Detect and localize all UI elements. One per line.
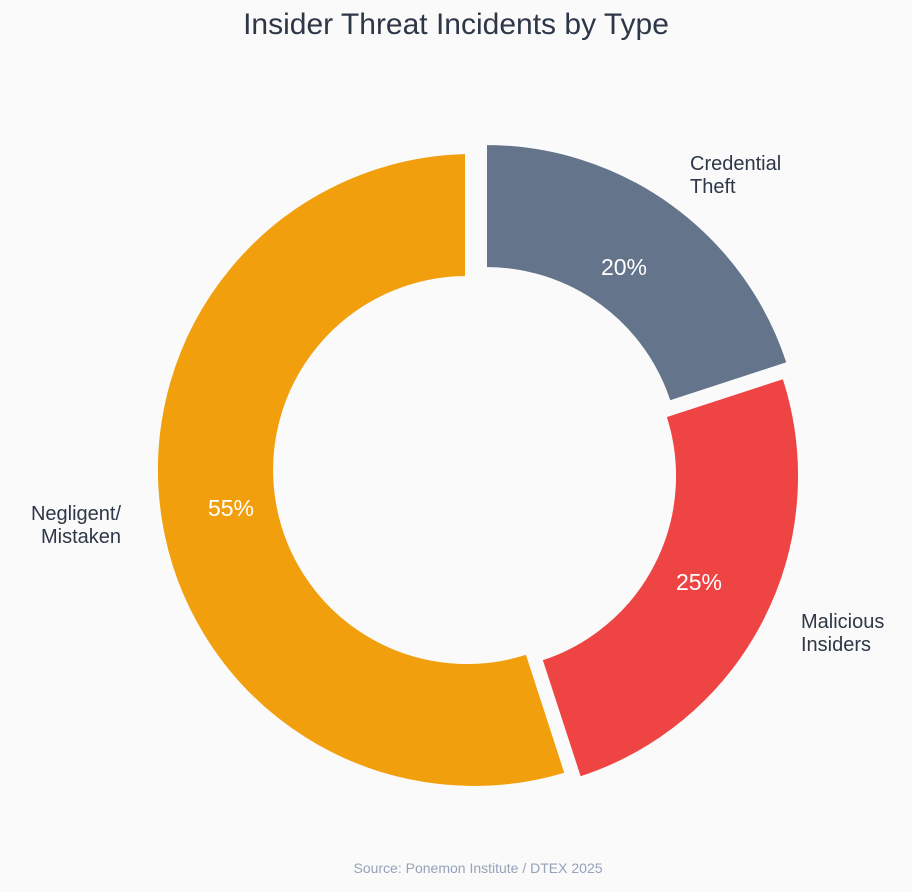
percent-malicious: 25% bbox=[676, 569, 722, 595]
slice-credential bbox=[485, 142, 789, 403]
label-malicious-insiders: Malicious Insiders bbox=[801, 611, 884, 657]
label-line: Insiders bbox=[801, 634, 872, 656]
label-negligent-mistaken: Negligent/ Mistaken bbox=[0, 503, 121, 549]
slice-malicious bbox=[540, 376, 801, 779]
label-line: Malicious bbox=[801, 611, 885, 633]
slice-negligent bbox=[155, 151, 567, 788]
percent-credential: 20% bbox=[601, 254, 647, 280]
percent-negligent: 55% bbox=[208, 495, 254, 521]
label-line: Mistaken bbox=[40, 526, 121, 548]
label-line: Credential bbox=[690, 153, 782, 175]
label-line: Theft bbox=[690, 176, 736, 198]
label-line: Negligent/ bbox=[30, 503, 121, 525]
label-credential-theft: Credential Theft bbox=[690, 153, 781, 199]
source-note: Source: Ponemon Institute / DTEX 2025 bbox=[353, 860, 603, 876]
chart-title: Insider Threat Incidents by Type bbox=[243, 8, 669, 41]
